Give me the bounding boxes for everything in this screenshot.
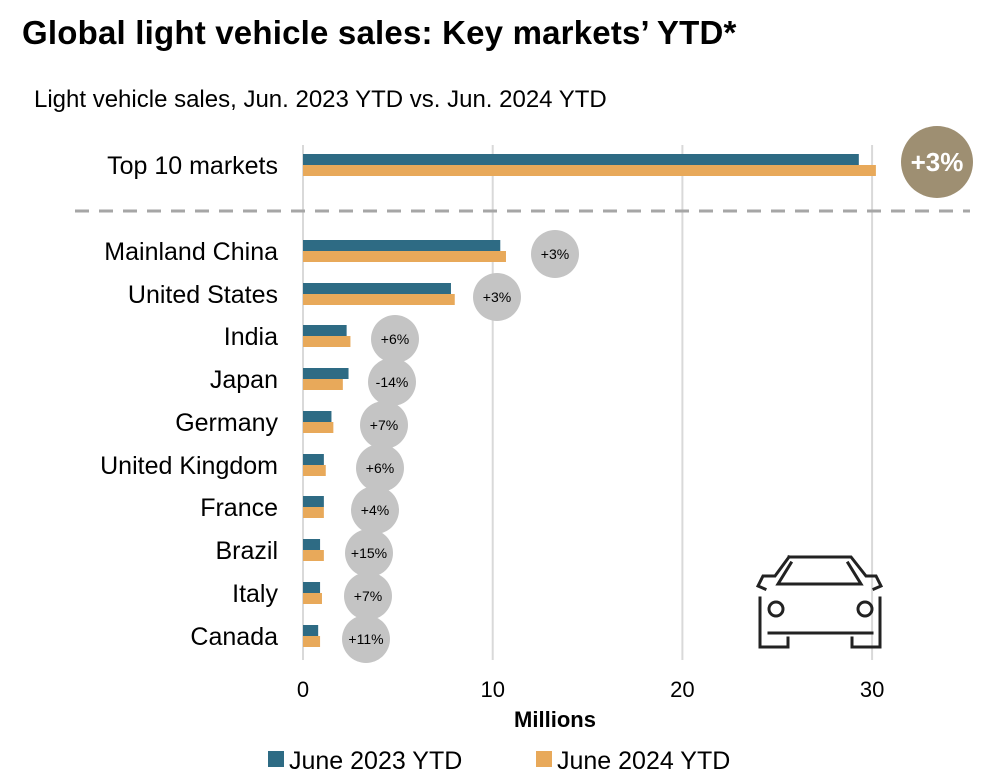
bar-2023 <box>303 539 321 550</box>
bubble-circle <box>351 486 399 534</box>
change-bubble: +4% <box>351 486 399 534</box>
legend-swatch <box>268 751 284 767</box>
category-label: Canada <box>190 623 278 651</box>
gridlines <box>302 145 874 660</box>
x-tick-label: 30 <box>860 677 884 702</box>
bar-2024 <box>303 251 506 262</box>
legend-item: June 2023 YTD <box>268 747 462 775</box>
bar-2023 <box>303 411 332 422</box>
category-label: Germany <box>175 409 278 437</box>
bar-2024 <box>303 336 351 347</box>
bar-2023 <box>303 154 859 165</box>
change-bubble: +7% <box>344 572 392 620</box>
bar-2023 <box>303 496 324 507</box>
x-tick-label: 0 <box>297 677 309 702</box>
bubble-circle <box>368 358 416 406</box>
bar-2024 <box>303 636 321 647</box>
bubble-circle <box>356 444 404 492</box>
change-bubble: +11% <box>342 615 390 663</box>
category-label: Brazil <box>215 537 278 565</box>
bar-2023 <box>303 283 451 294</box>
x-tick-label: 10 <box>480 677 504 702</box>
bar-2023 <box>303 240 501 251</box>
change-label: -14% <box>376 374 409 390</box>
bar-2023 <box>303 454 324 465</box>
car-icon <box>755 554 884 649</box>
bars <box>303 154 876 647</box>
change-label: +3% <box>541 246 569 262</box>
legend-label: June 2024 YTD <box>557 747 730 775</box>
bar-2023 <box>303 625 319 636</box>
change-bubble: -14% <box>368 358 416 406</box>
x-tick-label: 20 <box>670 677 694 702</box>
category-label: Top 10 markets <box>107 152 278 180</box>
chart-title: Global light vehicle sales: Key markets’… <box>22 14 737 51</box>
bar-2024 <box>303 422 334 433</box>
bar-2024 <box>303 465 326 476</box>
legend: June 2023 YTD June 2024 YTD <box>268 747 730 775</box>
bubble-circle <box>344 572 392 620</box>
bubble-circle <box>342 615 390 663</box>
change-bubbles: +3% +3% +3% +6% -14% +7% +6% +4% +15% +7% +11% <box>342 126 973 663</box>
bar-2023 <box>303 368 349 379</box>
change-label: +3% <box>483 289 511 305</box>
category-label: Japan <box>210 366 278 394</box>
chart-subtitle: Light vehicle sales, Jun. 2023 YTD vs. J… <box>34 86 607 113</box>
category-label: United Kingdom <box>100 452 278 480</box>
bar-2023 <box>303 325 347 336</box>
x-axis-title: Millions <box>514 707 596 732</box>
bar-2024 <box>303 379 343 390</box>
bubble-circle <box>345 529 393 577</box>
legend-label: June 2023 YTD <box>289 747 462 775</box>
change-bubble: +6% <box>371 315 419 363</box>
legend-swatch <box>536 751 552 767</box>
legend-item: June 2024 YTD <box>536 747 730 775</box>
bubble-circle <box>371 315 419 363</box>
bar-2024 <box>303 294 455 305</box>
change-label: +11% <box>348 631 383 647</box>
bar-2024 <box>303 550 324 561</box>
change-label: +7% <box>370 417 398 433</box>
change-bubble: +3% <box>531 230 579 278</box>
change-label: +6% <box>366 460 394 476</box>
category-label: France <box>200 494 278 522</box>
change-bubble: +6% <box>356 444 404 492</box>
category-label: Italy <box>232 580 278 608</box>
change-bubble: +3% <box>473 273 521 321</box>
category-label: United States <box>128 281 278 309</box>
change-label: +15% <box>351 545 387 561</box>
change-label: +7% <box>354 588 382 604</box>
bar-2024 <box>303 593 322 604</box>
category-labels: Top 10 markets Mainland China United State… <box>100 152 278 651</box>
bubble-circle <box>531 230 579 278</box>
category-label: India <box>224 323 278 351</box>
highlight-change-bubble: +3% <box>901 126 973 198</box>
x-tick-labels: 0 10 20 30 <box>297 677 884 702</box>
bubble-circle <box>473 273 521 321</box>
bubble-circle <box>901 126 973 198</box>
change-bubble: +7% <box>360 401 408 449</box>
bar-2023 <box>303 582 321 593</box>
category-label: Mainland China <box>104 238 278 266</box>
bar-2024 <box>303 165 876 176</box>
change-label: +4% <box>361 502 389 518</box>
bubble-circle <box>360 401 408 449</box>
bar-2024 <box>303 507 324 518</box>
change-label: +6% <box>381 331 409 347</box>
change-bubble: +15% <box>345 529 393 577</box>
change-label: +3% <box>911 147 964 177</box>
